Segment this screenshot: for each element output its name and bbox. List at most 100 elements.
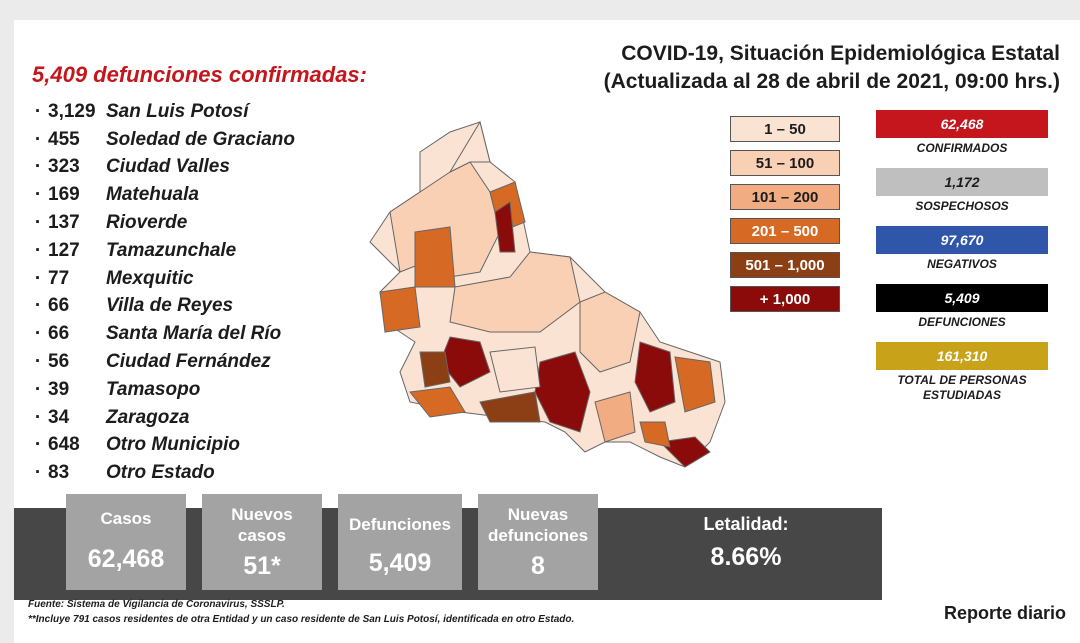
municipality-name: San Luis Potosí	[106, 100, 249, 122]
map-region	[448, 120, 491, 174]
nuevos-casos-value: 51*	[243, 552, 281, 580]
municipality-name: Soledad de Graciano	[106, 128, 295, 150]
municipality-item: · 648 Otro Municipio	[32, 432, 295, 460]
defunciones-card: Defunciones 5,409	[338, 494, 462, 590]
stat-value: 62,468	[876, 110, 1048, 138]
municipality-name: Zaragoza	[106, 406, 190, 428]
municipality-deaths: 56	[48, 351, 70, 373]
casos-label: Casos	[100, 509, 152, 528]
title-line-2: (Actualizada al 28 de abril de 2021, 09:…	[603, 70, 1060, 93]
municipality-deaths: 137	[48, 212, 80, 234]
legend-item: 101 – 200	[730, 184, 840, 210]
casos-value: 62,468	[87, 545, 165, 573]
legend-item: + 1,000	[730, 286, 840, 312]
nuevas-defunciones-label: Nuevas defunciones	[487, 505, 589, 545]
map-region	[634, 341, 676, 413]
municipality-deaths: 77	[48, 267, 70, 289]
municipality-item: · 127 Tamazunchale	[32, 237, 295, 265]
stat-label: SOSPECHOSOS	[915, 199, 1009, 213]
municipality-deaths: 66	[48, 323, 70, 345]
nuevos-casos-label: Nuevos casos	[231, 505, 293, 545]
state-map	[369, 120, 726, 468]
bullet-icon: ·	[34, 128, 42, 150]
stats-panel: 62,468 CONFIRMADOS 1,172 SOSPECHOSOS 97,670 N…	[876, 110, 1048, 415]
municipality-deaths: 455	[48, 128, 80, 150]
deaths-title: 5,409 defunciones confirmadas:	[32, 62, 367, 87]
bullet-icon: ·	[34, 434, 42, 456]
municipality-name: Otro Estado	[106, 462, 215, 484]
municipality-name: Santa María del Río	[106, 323, 282, 345]
municipality-name: Ciudad Fernández	[106, 351, 271, 373]
map-region	[479, 391, 541, 423]
title-line-1: COVID-19, Situación Epidemiológica Estat…	[621, 42, 1060, 65]
map-region	[414, 226, 456, 288]
municipality-deaths: 323	[48, 156, 80, 178]
municipality-deaths: 83	[48, 462, 70, 484]
municipality-item: · 323 Ciudad Valles	[32, 154, 295, 182]
nuevas-defunciones-card: Nuevas defunciones 8	[478, 494, 598, 590]
bullet-icon: ·	[34, 406, 42, 428]
municipality-deaths: 127	[48, 239, 80, 261]
page-title: COVID-19, Situación Epidemiológica Estat…	[604, 40, 1060, 96]
stat-value: 161,310	[876, 342, 1048, 370]
municipality-deaths: 66	[48, 295, 70, 317]
municipality-name: Rioverde	[106, 212, 188, 234]
municipality-name: Otro Municipio	[106, 434, 241, 456]
municipality-name: Tamazunchale	[106, 239, 237, 261]
legend-item: 51 – 100	[730, 150, 840, 176]
municipality-item: · 56 Ciudad Fernández	[32, 348, 295, 376]
bullet-icon: ·	[34, 462, 42, 484]
municipality-item: · 66 Villa de Reyes	[32, 293, 295, 321]
bullet-icon: ·	[34, 184, 42, 206]
bullet-icon: ·	[34, 267, 42, 289]
slide: COVID-19, Situación Epidemiológica Estat…	[14, 20, 1080, 643]
stat-value: 1,172	[876, 168, 1048, 196]
municipality-deaths: 3,129	[48, 100, 96, 122]
municipality-name: Mexquitic	[106, 267, 194, 289]
municipality-deaths: 34	[48, 406, 70, 428]
bullet-icon: ·	[34, 378, 42, 400]
municipality-name: Matehuala	[106, 184, 199, 206]
defunciones-label: Defunciones	[348, 515, 452, 534]
municipality-item: · 455 Soledad de Graciano	[32, 126, 295, 154]
footer-note: **Incluye 791 casos residentes de otra E…	[28, 614, 575, 625]
municipality-name: Ciudad Valles	[106, 156, 230, 178]
municipality-deaths: 648	[48, 434, 80, 456]
municipality-deaths: 169	[48, 184, 80, 206]
map-region	[534, 351, 591, 433]
legend-item: 1 – 50	[730, 116, 840, 142]
stat-label: NEGATIVOS	[927, 257, 997, 271]
municipality-name: Villa de Reyes	[106, 295, 234, 317]
letalidad-label: Letalidad:	[703, 514, 789, 534]
stat-label: TOTAL DE PERSONAS ESTUDIADAS	[897, 373, 1027, 402]
municipality-item: · 39 Tamasopo	[32, 376, 295, 404]
legend-item: 501 – 1,000	[730, 252, 840, 278]
municipality-list: · 3,129 San Luis Potosí · 455 Soledad de Grac…	[32, 98, 295, 487]
map-region	[658, 436, 711, 468]
municipality-item: · 83 Otro Estado	[32, 459, 295, 487]
map-region	[409, 386, 466, 418]
map-region	[379, 286, 421, 333]
municipality-item: · 3,129 San Luis Potosí	[32, 98, 295, 126]
municipality-item: · 169 Matehuala	[32, 181, 295, 209]
report-label: Reporte diario	[943, 603, 1066, 623]
bullet-icon: ·	[34, 156, 42, 178]
map-region	[579, 291, 641, 373]
bullet-icon: ·	[34, 212, 42, 234]
bullet-icon: ·	[34, 351, 42, 373]
stat-value: 5,409	[876, 284, 1048, 312]
stat-label: CONFIRMADOS	[916, 141, 1008, 155]
municipality-item: · 77 Mexquitic	[32, 265, 295, 293]
casos-card: Casos 62,468	[66, 494, 186, 590]
bullet-icon: ·	[34, 100, 42, 122]
map-region	[494, 201, 516, 253]
stat-label: DEFUNCIONES	[918, 315, 1006, 329]
bullet-icon: ·	[34, 239, 42, 261]
bullet-icon: ·	[34, 323, 42, 345]
map-region	[639, 421, 671, 448]
map-region	[419, 351, 451, 388]
map-region	[674, 356, 716, 413]
nuevas-defunciones-value: 8	[531, 552, 545, 580]
map-legend: 1 – 50 51 – 100 101 – 200 201 – 500 501 – 1,…	[730, 116, 840, 320]
municipality-name: Tamasopo	[106, 378, 201, 400]
